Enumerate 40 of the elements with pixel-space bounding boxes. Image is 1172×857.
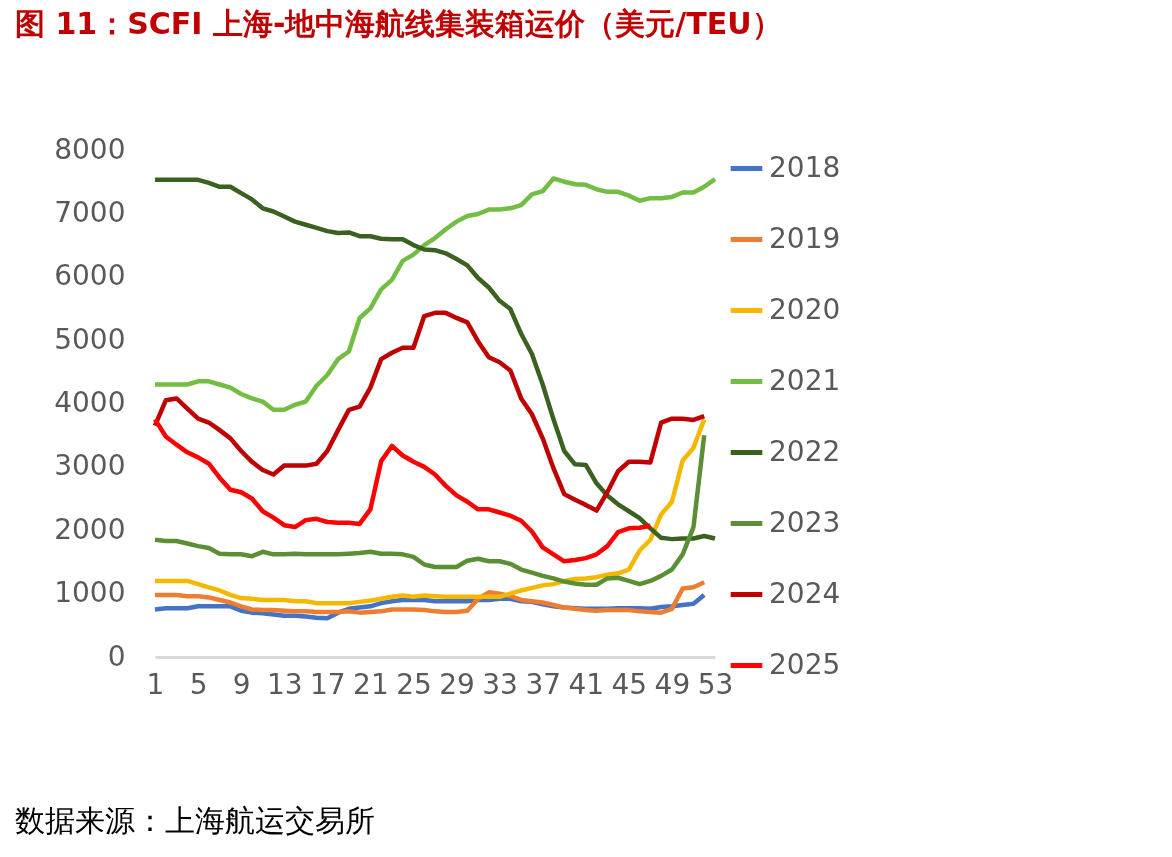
y-tick-label: 7000: [54, 195, 126, 229]
y-tick-label: 4000: [54, 386, 126, 419]
line-series: [152, 579, 707, 615]
legend-label: 2025: [769, 647, 841, 681]
line-series: [152, 177, 718, 542]
line-series: [152, 432, 707, 587]
legend-label: 2022: [769, 434, 841, 468]
line-series: [152, 417, 653, 564]
legend-label: 2018: [769, 150, 841, 184]
line-series: [152, 176, 718, 413]
x-tick-label: 49: [654, 667, 691, 701]
x-tick-label: 25: [396, 667, 432, 701]
y-tick-label: 2000: [54, 512, 126, 546]
y-tick-label: 0: [107, 639, 126, 673]
source-note: 数据来源：上海航运交易所: [15, 803, 375, 838]
y-tick-label: 5000: [54, 322, 126, 356]
x-tick-label: 29: [439, 667, 475, 701]
legend-label: 2019: [769, 221, 841, 255]
y-tick-label: 3000: [54, 449, 126, 483]
x-tick-label: 33: [482, 667, 518, 701]
x-tick-label: 41: [568, 667, 605, 701]
x-tick-label: 9: [232, 667, 251, 701]
x-tick-label: 17: [309, 667, 346, 701]
legend-label: 2020: [769, 292, 841, 326]
x-tick-label: 45: [611, 667, 648, 701]
x-tick-label: 13: [266, 667, 303, 701]
legend-label: 2021: [769, 363, 841, 397]
line-series: [152, 417, 707, 606]
x-tick-label: 53: [697, 667, 734, 701]
y-tick-label: 1000: [54, 576, 126, 610]
x-tick-label: 37: [525, 667, 562, 701]
line-series: [152, 310, 707, 513]
y-tick-label: 8000: [54, 132, 126, 166]
x-tick-label: 21: [353, 667, 389, 701]
y-tick-label: 6000: [54, 259, 126, 293]
x-tick-label: 5: [189, 667, 208, 701]
chart-title: 图 11：SCFI 上海-地中海航线集装箱运价（美元/TEU）: [15, 6, 782, 41]
x-tick-label: 1: [146, 667, 165, 701]
legend-label: 2024: [769, 576, 841, 610]
legend-label: 2023: [769, 505, 841, 539]
